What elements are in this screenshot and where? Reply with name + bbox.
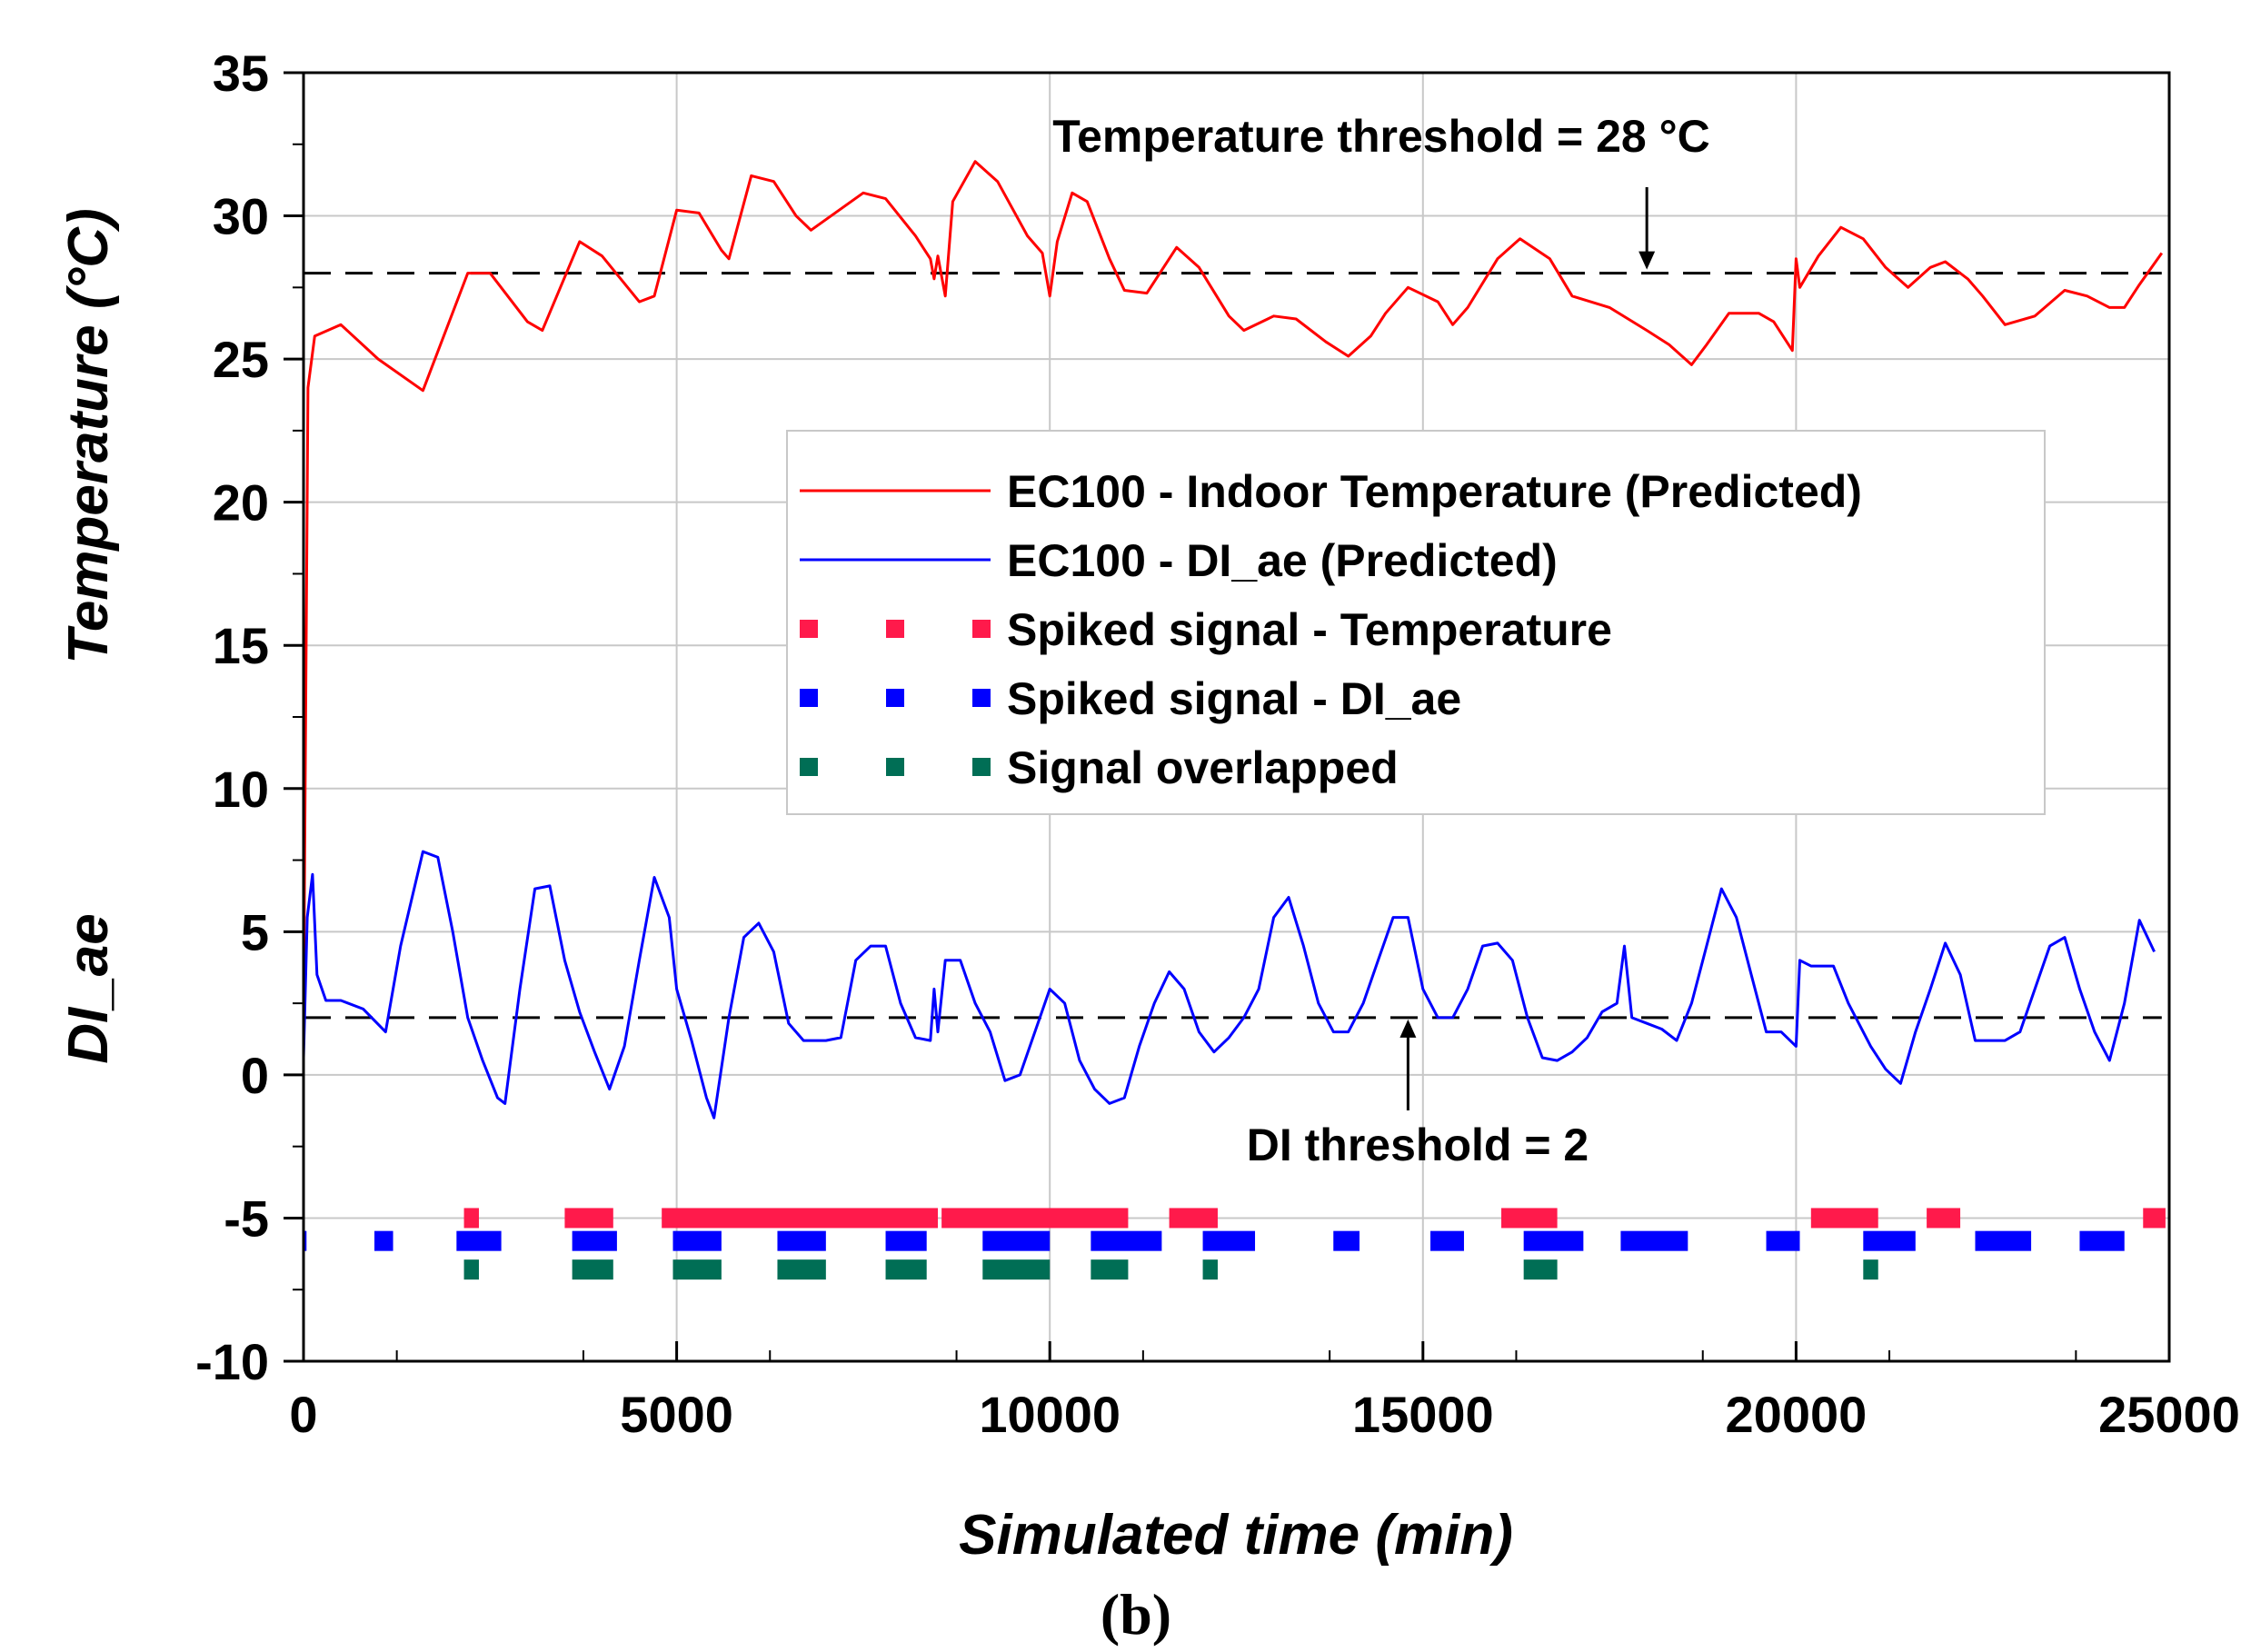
- spike-segment-di-ae: [1430, 1230, 1464, 1251]
- spike-segment-di-ae: [1091, 1230, 1162, 1251]
- x-tick-label: 0: [289, 1386, 317, 1443]
- spike-segment-di-ae: [1975, 1230, 2032, 1251]
- spike-segment-temperature: [941, 1208, 1129, 1229]
- spike-segment-overlapped: [672, 1259, 722, 1280]
- legend-swatch-dash: [886, 689, 904, 707]
- threshold-annotations: Temperature threshold = 28 °C DI threshol…: [1052, 111, 1709, 1170]
- spike-segment-temperature: [662, 1208, 939, 1229]
- spike-segment-overlapped: [1202, 1259, 1218, 1280]
- legend: EC100 - Indoor Temperature (Predicted) EC…: [786, 430, 2046, 815]
- y-tick-label: 30: [213, 188, 269, 245]
- spike-segment-di-ae: [672, 1230, 722, 1251]
- x-tick-label: 15000: [1352, 1386, 1494, 1443]
- spike-segment-overlapped: [1523, 1259, 1558, 1280]
- y-tick-label: -10: [195, 1333, 269, 1390]
- series-lines: [302, 160, 2164, 1120]
- spike-segment-overlapped: [1863, 1259, 1878, 1280]
- y-axis-title-di-ae: DI_ae: [57, 913, 120, 1063]
- legend-box: [786, 430, 2046, 815]
- legend-label: Signal overlapped: [1007, 742, 1399, 793]
- spike-segment-temperature: [1169, 1208, 1218, 1229]
- threshold-lines: [304, 272, 2162, 1020]
- spike-segment-di-ae: [572, 1230, 617, 1251]
- spike-segment-di-ae: [304, 1230, 307, 1251]
- spike-segment-di-ae: [1523, 1230, 1584, 1251]
- spike-segment-di-ae: [2079, 1230, 2125, 1251]
- spike-segment-temperature: [463, 1208, 479, 1229]
- spike-segment-temperature: [564, 1208, 613, 1229]
- spike-segment-di-ae: [1202, 1230, 1256, 1251]
- spike-segment-overlapped: [1091, 1259, 1129, 1280]
- x-tick-label: 20000: [1726, 1386, 1868, 1443]
- y-tick-label: 20: [213, 474, 269, 532]
- spike-segment-di-ae: [1863, 1230, 1916, 1251]
- y-tick-label: 10: [213, 761, 269, 818]
- legend-label: Spiked signal - Temperature: [1007, 604, 1612, 655]
- legend-swatch-dash: [972, 689, 991, 707]
- legend-swatch-dash: [800, 758, 818, 776]
- spike-segment-di-ae: [982, 1230, 1051, 1251]
- legend-swatch-dash: [886, 758, 904, 776]
- legend-label: EC100 - DI_ae (Predicted): [1007, 535, 1558, 586]
- legend-swatch-dash: [800, 620, 818, 638]
- temperature-threshold-label: Temperature threshold = 28 °C: [1052, 111, 1709, 162]
- legend-swatch-dash: [972, 620, 991, 638]
- x-axis-title: Simulated time (min): [959, 1504, 1513, 1567]
- spike-segment-overlapped: [982, 1259, 1051, 1280]
- spike-segment-di-ae: [1620, 1230, 1688, 1251]
- y-axis-title-temperature: Temperature (°C): [57, 208, 120, 663]
- y-tick-label: -5: [224, 1189, 269, 1247]
- spike-segment-overlapped: [885, 1259, 927, 1280]
- di-threshold-label: DI threshold = 2: [1247, 1120, 1589, 1170]
- temperature-series-line: [302, 160, 2164, 1018]
- legend-label: Spiked signal - DI_ae: [1007, 673, 1461, 724]
- axis-ticks: 0 5000 10000 15000 20000 25000 -10 -5 0 5 10 15 20 25…: [195, 45, 2240, 1443]
- figure-caption: (b): [1101, 1582, 1171, 1647]
- y-tick-label: 5: [241, 903, 269, 960]
- spike-segment-di-ae: [374, 1230, 393, 1251]
- x-tick-label: 25000: [2098, 1386, 2240, 1443]
- spike-segment-di-ae: [1766, 1230, 1800, 1251]
- legend-label: EC100 - Indoor Temperature (Predicted): [1007, 466, 1862, 517]
- x-tick-label: 10000: [979, 1386, 1121, 1443]
- di-threshold-arrowhead: [1399, 1019, 1417, 1038]
- y-tick-label: 35: [213, 45, 269, 102]
- spike-segment-temperature: [1927, 1208, 1961, 1229]
- y-tick-label: 25: [213, 331, 269, 388]
- legend-swatch-dash: [886, 620, 904, 638]
- spike-segment-overlapped: [463, 1259, 479, 1280]
- spike-segment-temperature: [1810, 1208, 1878, 1229]
- y-tick-label: 0: [241, 1047, 269, 1104]
- y-tick-label: 15: [213, 617, 269, 674]
- spike-segment-di-ae: [456, 1230, 502, 1251]
- spike-segment-overlapped: [777, 1259, 826, 1280]
- spike-segment-overlapped: [572, 1259, 613, 1280]
- di-ae-series-line: [302, 850, 2156, 1120]
- spike-segment-di-ae: [777, 1230, 826, 1251]
- spike-segment-temperature: [1501, 1208, 1558, 1229]
- legend-swatch-dash: [800, 689, 818, 707]
- x-tick-label: 5000: [620, 1386, 733, 1443]
- spike-bands: [304, 1208, 2166, 1280]
- temperature-threshold-arrowhead: [1638, 251, 1656, 270]
- spike-segment-di-ae: [1333, 1230, 1360, 1251]
- legend-swatch-dash: [972, 758, 991, 776]
- spike-segment-temperature: [2143, 1208, 2166, 1229]
- spike-segment-di-ae: [885, 1230, 927, 1251]
